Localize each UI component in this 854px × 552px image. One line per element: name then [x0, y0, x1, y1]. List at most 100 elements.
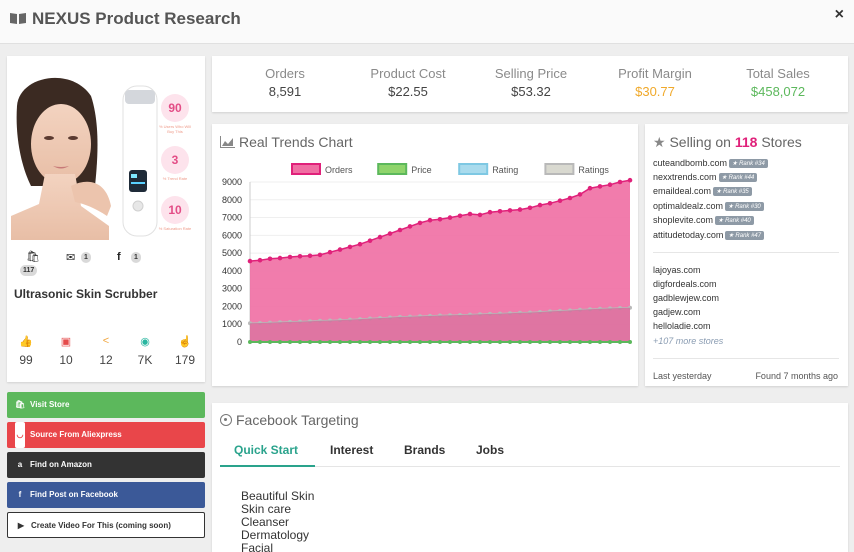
store-item[interactable]: cuteandbomb.com ★ Rank #34 — [653, 158, 768, 168]
point-orders — [277, 255, 283, 261]
area-chart-icon — [220, 136, 235, 148]
store-item[interactable]: nexxtrends.com ★ Rank #44 — [653, 172, 758, 182]
aliexpress-button[interactable]: ◡ Source From Aliexpress — [7, 422, 205, 448]
shopify-icon[interactable]: 🛍 — [26, 251, 40, 263]
saturation-caption: % Saturation Rate — [158, 226, 192, 231]
point-orders — [317, 252, 323, 258]
legend-label: Price — [411, 165, 432, 175]
point-orders — [417, 220, 423, 226]
legend-swatch — [458, 163, 489, 175]
target-icon — [220, 414, 232, 426]
point-orders — [437, 217, 443, 222]
point-orders — [627, 177, 633, 183]
point-orders — [367, 238, 373, 243]
stat-total-sales: Total Sales $458,072 — [718, 66, 838, 99]
tab-interest[interactable]: Interest — [330, 443, 374, 457]
click-icon: ☝ — [178, 336, 192, 348]
store-domain: attitudetoday.com — [653, 230, 724, 240]
area-orders — [250, 180, 630, 342]
visit-store-button[interactable]: 🛍 Visit Store — [7, 392, 205, 418]
amazon-button[interactable]: a Find on Amazon — [7, 452, 205, 478]
store-item[interactable]: helloladie.com — [653, 321, 711, 331]
shares-count: 12 — [99, 353, 113, 367]
point-orders — [377, 234, 383, 240]
store-item[interactable]: digfordeals.com — [653, 279, 717, 289]
button-label: Source From Aliexpress — [30, 430, 122, 439]
keyword-item: Facial — [241, 541, 274, 552]
point-orders — [577, 192, 583, 197]
store-item[interactable]: shoplevite.com ★ Rank #40 — [653, 215, 754, 225]
point-orders — [287, 254, 293, 260]
tab-jobs[interactable]: Jobs — [476, 443, 505, 457]
stat-selling-price: Selling Price $53.32 — [471, 66, 591, 99]
point-orders — [517, 207, 523, 212]
stores-title-suffix: Stores — [761, 134, 802, 150]
rank-badge: ★ Rank #44 — [718, 173, 758, 182]
store-item[interactable]: attitudetoday.com ★ Rank #47 — [653, 230, 765, 240]
point-orders — [597, 184, 603, 189]
rank-badge: ★ Rank #34 — [729, 159, 768, 168]
rank-badge: ★ Rank #47 — [725, 231, 765, 240]
tab-quick-start[interactable]: Quick Start — [234, 443, 299, 457]
point-orders — [387, 231, 393, 236]
store-item[interactable]: gadjew.com — [653, 307, 701, 317]
email-icon[interactable]: ✉ — [66, 252, 76, 264]
stat-value: $30.77 — [635, 84, 675, 99]
tab-brands[interactable]: Brands — [404, 443, 446, 457]
stats-panel: Orders 8,591 Product Cost $22.55 Selling… — [212, 56, 848, 112]
y-tick-label: 7000 — [222, 213, 242, 223]
store-domain: cuteandbomb.com — [653, 158, 728, 168]
stat-label: Product Cost — [370, 66, 446, 81]
store-domain: optimaldealz.com — [653, 201, 724, 211]
product-panel: 90 % Users Who Will Buy This 3 % Trend R… — [7, 56, 205, 382]
stat-label: Selling Price — [494, 66, 568, 81]
button-label: Find Post on Facebook — [30, 490, 119, 499]
rank-badge: ★ Rank #35 — [713, 187, 752, 196]
point-orders — [347, 244, 353, 250]
tab-divider — [220, 466, 840, 467]
trends-chart[interactable]: Orders Price Rating Ratings 0 1000 2000 3000 400… — [212, 124, 638, 386]
stat-value: $53.32 — [511, 84, 551, 99]
facebook-icon[interactable]: f — [117, 251, 121, 263]
amazon-icon: a — [17, 460, 23, 469]
divider — [653, 252, 839, 253]
y-tick-label: 4000 — [222, 266, 242, 276]
area-ratings-overlay — [250, 307, 630, 342]
video-icon: ▶ — [17, 521, 25, 530]
point-orders — [457, 213, 463, 219]
y-tick-label: 8000 — [222, 195, 242, 205]
found-label: Found 7 months ago — [755, 371, 838, 381]
store-item[interactable]: lajoyas.com — [653, 265, 701, 275]
facebook-icon: f — [18, 490, 22, 499]
store-domain: emaildeal.com — [653, 186, 712, 196]
product-image — [11, 77, 158, 240]
point-orders — [427, 217, 433, 223]
create-video-button[interactable]: ▶ Create Video For This (coming soon) — [7, 512, 205, 538]
stores-title: ★ Selling on 118 Stores — [653, 134, 802, 151]
store-item[interactable]: emaildeal.com ★ Rank #35 — [653, 186, 752, 196]
close-icon[interactable]: × — [834, 6, 844, 23]
view-icon: ◉ — [140, 336, 150, 348]
trend-rate-caption: % Trend Rate — [162, 176, 188, 181]
facebook-post-button[interactable]: f Find Post on Facebook — [7, 482, 205, 508]
point-orders — [617, 179, 623, 185]
active-tab-indicator — [220, 465, 315, 467]
point-orders — [247, 258, 253, 264]
point-orders — [397, 227, 403, 233]
point-orders — [607, 182, 613, 187]
facebook-targeting-title: Facebook Targeting — [236, 412, 359, 428]
y-tick-label: 6000 — [222, 230, 242, 240]
buy-rate-circle: 90 — [161, 94, 189, 122]
divider — [653, 358, 839, 359]
more-stores-link[interactable]: +107 more stores — [653, 336, 724, 346]
trend-rate-circle: 3 — [161, 146, 189, 174]
legend-label: Rating — [492, 165, 518, 175]
store-item[interactable]: gadblewjew.com — [653, 293, 720, 303]
rank-badge: ★ Rank #30 — [725, 202, 764, 211]
legend-label: Orders — [325, 165, 353, 175]
store-item[interactable]: optimaldealz.com ★ Rank #30 — [653, 201, 764, 211]
rank-badge: ★ Rank #40 — [715, 216, 754, 225]
keyword-item: Cleanser — [241, 515, 290, 529]
last-seen-label: Last yesterday — [653, 371, 712, 381]
y-tick-label: 3000 — [222, 284, 242, 294]
